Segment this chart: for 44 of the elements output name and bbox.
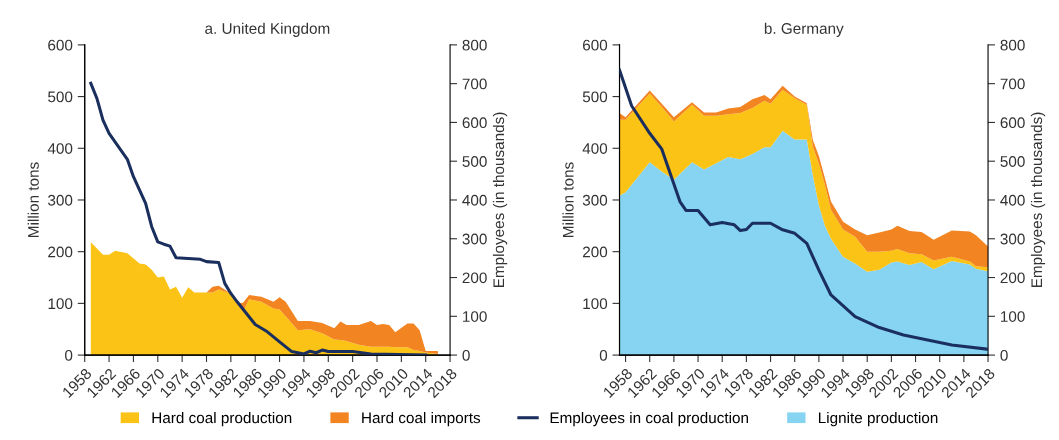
y2-tick-label: 100 [463,311,487,322]
y2-tick-label: 500 [462,156,487,167]
y-tick-label: 200 [48,246,73,258]
y2-tick-label: 200 [462,272,487,284]
y-tick-label: 400 [47,143,73,154]
y-tick-label: 500 [582,91,608,103]
y2-tick-label: 800 [462,39,487,51]
y2-tick-label: 700 [462,78,487,90]
y-axis-title: Million tons [27,162,39,237]
chart-title: a. United Kingdom [205,22,330,37]
y2-tick-label: 100 [1001,311,1025,322]
y-tick-label: 300 [48,194,73,206]
y-tick-label: 200 [582,246,608,258]
y2-tick-label: 400 [462,194,487,206]
y-tick-label: 500 [48,91,73,103]
y2-tick-label: 300 [1000,233,1025,245]
y-axis-title: Million tons [562,162,574,237]
legend-label: Hard coal imports [362,412,481,427]
y-tick-label: 0 [65,349,73,361]
y-tick-label: 0 [599,349,608,361]
y2-tick-label: 600 [1000,117,1025,129]
line-series [89,81,428,356]
y2-tick-label: 800 [1000,39,1025,51]
y2-tick-label: 400 [1000,194,1025,206]
y-tick-label: 600 [583,39,608,51]
chart-title: b. Germany [764,22,844,37]
y2-tick-label: 500 [1000,156,1025,167]
y2-tick-label: 300 [462,233,487,245]
y-tick-label: 600 [48,39,73,51]
y-tick-label: 300 [582,194,608,206]
y2-tick-label: 200 [1000,272,1025,284]
legend-label: Employees in coal production [550,412,748,427]
y2-tick-label: 600 [462,117,487,129]
y-tick-label: 100 [583,298,608,310]
y2-axis-title: Employees (in thousands) [1030,112,1046,288]
line-series [619,68,989,351]
y-tick-label: 100 [48,298,73,310]
y2-tick-label: 700 [1000,78,1025,90]
legend-label: Hard coal production [152,412,292,427]
y2-axis-title: Employees (in thousands) [492,112,508,288]
y2-tick-label: 0 [1000,349,1008,361]
legend-label: Lignite production [818,412,938,427]
y-tick-label: 400 [582,143,608,154]
y2-tick-label: 0 [462,349,470,361]
